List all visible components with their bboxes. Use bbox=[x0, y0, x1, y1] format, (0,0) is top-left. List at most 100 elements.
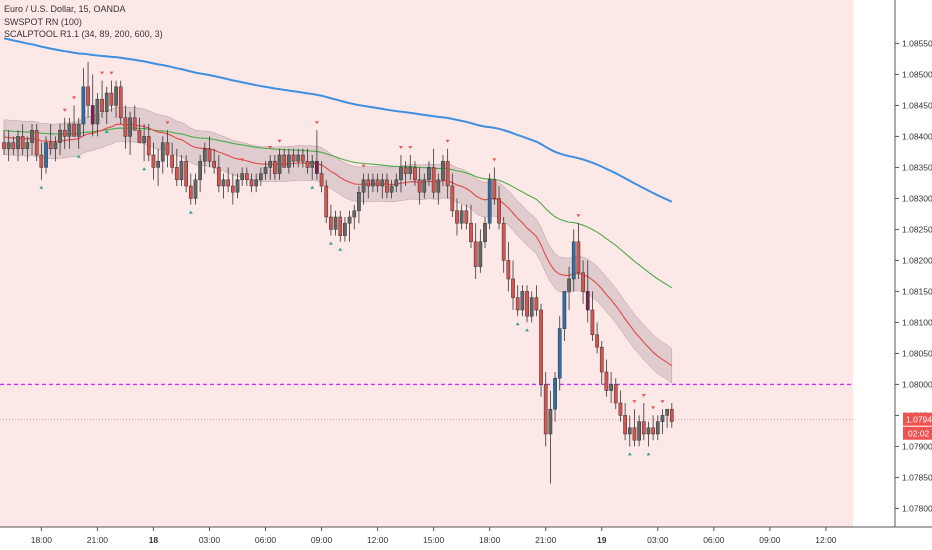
candle-body bbox=[571, 241, 576, 280]
candle-body bbox=[249, 179, 254, 187]
candle-body bbox=[604, 371, 609, 391]
y-tick-label: 1.08500 bbox=[902, 69, 932, 79]
buy-signal-marker bbox=[76, 154, 81, 158]
candle-body bbox=[375, 179, 380, 187]
candle-body bbox=[445, 160, 450, 187]
candle-body bbox=[81, 86, 86, 125]
candle-body bbox=[263, 167, 268, 174]
y-tick-label: 1.08400 bbox=[902, 131, 932, 141]
candle-body bbox=[319, 173, 324, 187]
candle-body bbox=[277, 154, 282, 174]
x-axis-panel bbox=[0, 527, 932, 550]
x-tick-label: 18:00 bbox=[479, 535, 501, 545]
candle-body bbox=[188, 185, 193, 199]
candle-body bbox=[660, 415, 665, 422]
candle-body bbox=[492, 179, 497, 199]
candle-body bbox=[296, 154, 301, 162]
candle-body bbox=[361, 179, 366, 193]
sell-signal-marker bbox=[445, 139, 450, 143]
sell-signal-marker bbox=[641, 394, 646, 397]
sell-signal-marker bbox=[651, 406, 656, 410]
candle-body bbox=[179, 160, 184, 181]
candle-body bbox=[557, 328, 562, 379]
candle-body bbox=[408, 167, 413, 174]
sell-signal-marker bbox=[408, 146, 413, 149]
candle-body bbox=[347, 216, 352, 224]
buy-signal-marker bbox=[646, 452, 651, 456]
candle-body bbox=[436, 179, 441, 193]
candle-body bbox=[529, 297, 534, 317]
sell-signal-marker bbox=[72, 96, 77, 100]
candle-body bbox=[576, 241, 581, 274]
candle-body bbox=[450, 185, 455, 212]
candle-body bbox=[315, 160, 319, 174]
x-tick-label: 03:00 bbox=[647, 535, 669, 545]
candle-body bbox=[109, 92, 114, 106]
y-tick-label: 1.08350 bbox=[902, 162, 932, 172]
candle-body bbox=[2, 142, 6, 150]
x-tick-label: 09:00 bbox=[311, 535, 333, 545]
candle-body bbox=[128, 117, 132, 137]
candle-body bbox=[174, 167, 179, 181]
sell-signal-marker bbox=[165, 121, 170, 125]
candle-body bbox=[62, 129, 67, 137]
candle-body bbox=[146, 136, 151, 156]
sell-signal-marker bbox=[576, 214, 581, 218]
sell-signal-marker bbox=[398, 146, 403, 149]
candle-body bbox=[118, 86, 123, 119]
candle-body bbox=[637, 421, 641, 441]
y-tick-label: 1.08050 bbox=[902, 348, 932, 358]
candle-body bbox=[380, 179, 385, 187]
candle-body bbox=[30, 129, 34, 143]
buy-signal-marker bbox=[310, 185, 315, 189]
candle-body bbox=[76, 123, 81, 137]
candle-body bbox=[613, 384, 618, 404]
candle-body bbox=[6, 142, 11, 150]
candle-body bbox=[282, 154, 287, 168]
ema-lines-layer bbox=[3, 37, 673, 367]
buy-signal-marker bbox=[39, 185, 44, 189]
candle-body bbox=[483, 222, 487, 243]
candle-body bbox=[534, 297, 539, 311]
ema-fast-line bbox=[3, 123, 673, 367]
candle-body bbox=[305, 160, 310, 168]
candle-body bbox=[230, 185, 235, 193]
candle-body bbox=[441, 160, 445, 181]
x-tick-label: 09:00 bbox=[759, 535, 781, 545]
candle-body bbox=[651, 427, 655, 435]
candle-body bbox=[67, 123, 72, 137]
candle-body bbox=[417, 179, 422, 193]
x-tick-label: 06:00 bbox=[703, 535, 725, 545]
y-tick-label: 1.07900 bbox=[902, 441, 932, 451]
candle-body bbox=[44, 142, 48, 168]
candle-body bbox=[16, 136, 20, 150]
y-tick-label: 1.08000 bbox=[902, 379, 932, 389]
x-tick-label: 21:00 bbox=[535, 535, 557, 545]
candle-body bbox=[202, 148, 207, 162]
candle-body bbox=[259, 173, 263, 181]
symbol-title: Euro / U.S. Dollar, 15, OANDA bbox=[4, 4, 126, 14]
sell-signal-marker bbox=[109, 71, 114, 75]
candle-body bbox=[170, 154, 174, 168]
sell-signal-marker bbox=[268, 146, 273, 149]
candle-body bbox=[366, 179, 371, 187]
candle-body bbox=[506, 260, 511, 280]
sell-signal-marker bbox=[240, 158, 245, 162]
sell-signal-marker bbox=[62, 108, 67, 112]
candle-body bbox=[623, 415, 627, 435]
candle-body bbox=[641, 421, 646, 435]
ema-mid-line bbox=[3, 127, 673, 289]
candle-body bbox=[132, 117, 137, 131]
candle-body bbox=[371, 179, 375, 187]
ema-slow-line bbox=[3, 37, 673, 203]
x-tick-label: 18:00 bbox=[31, 535, 53, 545]
candle-body bbox=[160, 142, 165, 162]
candle-body bbox=[240, 173, 245, 181]
candle-body bbox=[95, 98, 100, 125]
sell-signal-marker bbox=[314, 121, 319, 125]
candle-body bbox=[478, 241, 483, 267]
candle-body bbox=[553, 377, 557, 410]
candle-body bbox=[562, 291, 567, 329]
candle-body bbox=[403, 167, 408, 174]
